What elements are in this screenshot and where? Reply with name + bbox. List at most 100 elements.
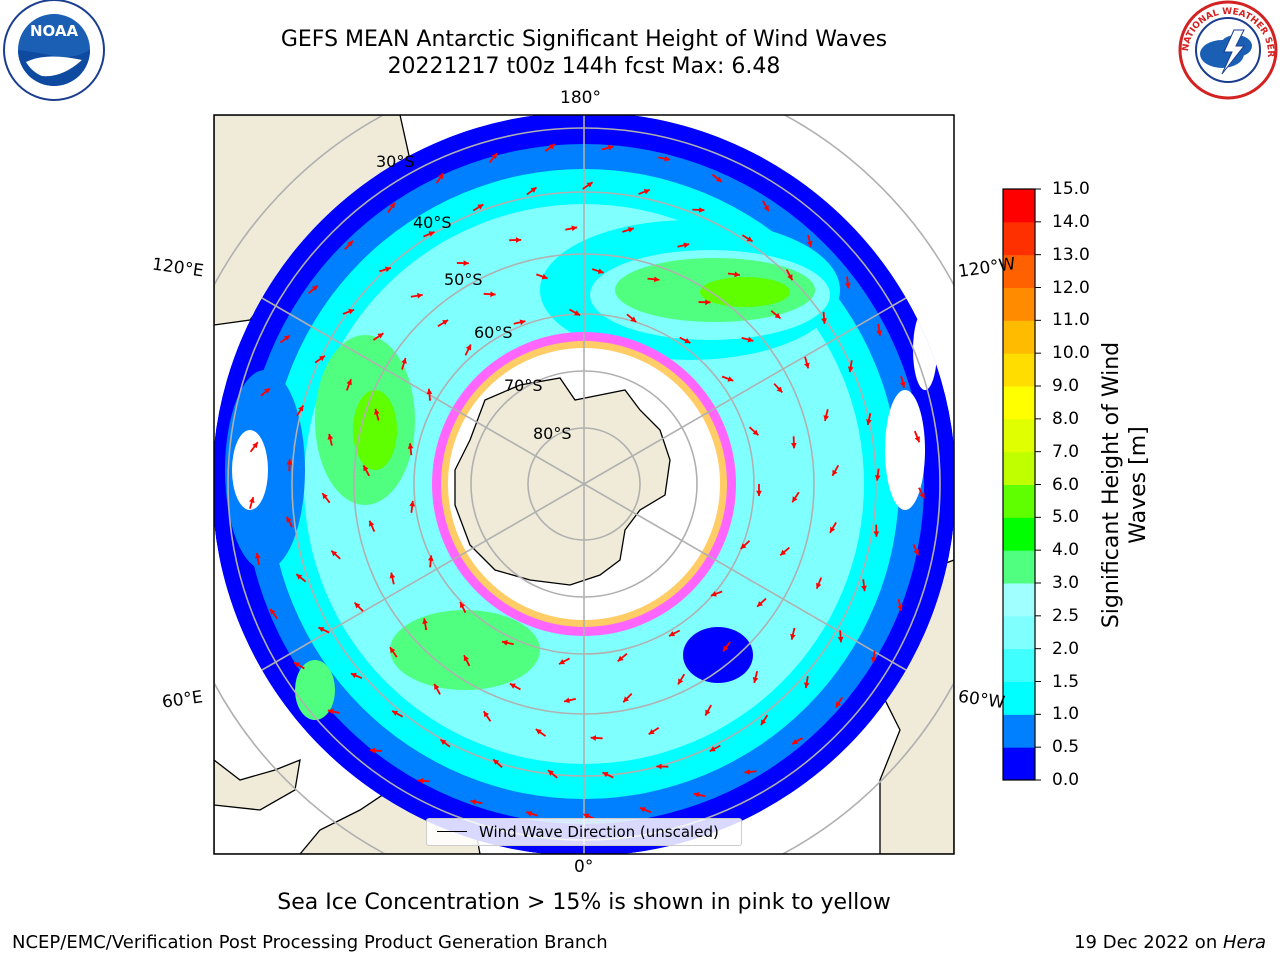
wave-direction-arrowhead <box>900 381 906 388</box>
wave-direction-arrowhead <box>319 355 325 362</box>
wave-direction-arrowhead <box>284 335 290 341</box>
wave-direction-arrowhead <box>389 202 395 209</box>
wave-direction-arrowhead <box>296 574 303 580</box>
wave-direction-arrowhead <box>790 633 796 640</box>
colorbar-segment <box>1003 484 1035 518</box>
wave-direction-arrowhead <box>873 531 880 537</box>
wave-direction-arrowhead <box>760 719 767 726</box>
wave-direction-arrowhead <box>491 153 498 160</box>
colorbar-tick-label: 0.5 <box>1052 737 1080 758</box>
wave-direction-arrowhead <box>434 683 440 690</box>
wave-direction-arrowhead <box>368 520 375 527</box>
wave-direction-arrowhead <box>564 697 570 704</box>
colorbar-segment <box>1003 221 1035 256</box>
wave-direction-arrowhead <box>835 701 842 708</box>
wave-direction-arrowhead <box>664 155 671 162</box>
wave-direction-arrowhead <box>790 442 797 449</box>
wave-direction-arrowhead <box>866 419 872 425</box>
wave-direction-arrowhead <box>776 386 783 393</box>
colorbar-tick-label: 12.0 <box>1052 277 1090 298</box>
lon-label-0: 0° <box>574 857 594 877</box>
wave-direction-arrowhead <box>684 338 691 344</box>
colorbar-tick-label: 1.0 <box>1052 704 1080 725</box>
wave-direction-arrowhead <box>715 176 722 182</box>
wave-direction-arrowhead <box>483 711 490 718</box>
wave-direction-arrowhead <box>428 231 435 237</box>
wave-direction-arrowhead <box>623 696 629 703</box>
wave-direction-arrowhead <box>350 672 357 679</box>
colorbar-tick-label: 6.0 <box>1052 474 1080 495</box>
wave-direction-arrowhead <box>844 282 851 289</box>
colorbar-tick-label: 3.0 <box>1052 573 1080 593</box>
wave-direction-arrowhead <box>547 770 554 776</box>
wave-direction-arrowhead <box>286 459 293 465</box>
wave-direction-arrowhead <box>354 602 361 609</box>
wave-direction-arrowhead <box>870 656 877 663</box>
wave-direction-arrowhead <box>385 266 391 273</box>
wave-direction-arrowhead <box>806 240 813 247</box>
wave-direction-arrowhead <box>746 236 753 242</box>
wave-direction-arrowhead <box>530 187 537 193</box>
wave-direction-arrowhead <box>727 376 734 382</box>
colorbar-tick-label: 11.0 <box>1052 310 1090 331</box>
colorbar-segment <box>1003 615 1035 650</box>
colorbar-tick-label: 10.0 <box>1052 343 1090 364</box>
wave-direction-arrowhead <box>913 549 919 556</box>
wave-direction-arrowhead <box>501 639 508 646</box>
wave-direction-arrowhead <box>363 465 369 472</box>
wave-direction-arrowhead <box>774 312 781 319</box>
colorbar-tick-label: 2.0 <box>1052 638 1080 659</box>
wave-direction-arrowhead <box>602 772 609 778</box>
colorbar-segment <box>1003 747 1035 781</box>
wave-direction-arrowhead <box>422 618 428 624</box>
colorbar-segment <box>1003 681 1035 715</box>
wave-direction-arrowhead <box>763 205 769 212</box>
colorbar-segment <box>1003 353 1035 387</box>
wave-direction-arrowhead <box>653 276 660 283</box>
wave-direction-arrowhead <box>705 299 711 306</box>
colorbar-segment <box>1003 287 1035 321</box>
wave-direction-arrowhead <box>493 759 500 766</box>
wave-direction-arrowhead <box>627 227 634 233</box>
colorbar-tick-label: 8.0 <box>1052 408 1080 429</box>
wave-direction-arrowhead <box>442 319 449 326</box>
wave-direction-arrowhead <box>535 729 542 735</box>
wave-direction-arrowhead <box>574 310 581 316</box>
wave-direction-arrowhead <box>286 516 292 523</box>
map-frame <box>213 114 955 855</box>
wave-direction-arrowhead <box>705 709 711 716</box>
host-name: Hera <box>1222 932 1266 953</box>
colorbar-title: Significant Height of Wind Waves [m] <box>1099 341 1151 629</box>
wave-direction-arrowhead <box>463 260 469 266</box>
date-text: 19 Dec 2022 on <box>1074 932 1223 953</box>
colorbar-tick-label: 2.5 <box>1052 605 1080 626</box>
colorbar-segment <box>1003 583 1035 617</box>
wave-direction-arrowhead <box>515 237 522 243</box>
wave-direction-arrowhead <box>541 273 548 280</box>
lat-label-40s: 40°S <box>413 213 452 232</box>
wave-direction-arrowhead <box>804 362 810 369</box>
wave-direction-arrowhead <box>270 608 276 615</box>
wave-direction-arrowhead <box>377 333 384 339</box>
wave-direction-arrowhead <box>571 225 578 232</box>
colorbar-frame <box>1002 188 1036 781</box>
map-legend: Wind Wave Direction (unscaled) <box>426 818 742 846</box>
wave-direction-arrowhead <box>409 500 416 507</box>
wave-direction-arrowhead <box>389 572 396 579</box>
wave-direction-arrowhead <box>437 173 444 180</box>
lat-label-50s: 50°S <box>444 270 483 289</box>
wave-direction-arrowhead <box>709 746 716 752</box>
colorbar-tick-label: 5.0 <box>1052 507 1080 528</box>
wave-direction-arrowhead <box>830 526 836 533</box>
wave-direction-arrowhead <box>459 601 466 608</box>
wave-direction-arrowhead <box>583 813 590 819</box>
wave-direction-arrowhead <box>331 550 338 557</box>
colorbar-segment <box>1003 320 1035 354</box>
wave-direction-arrowhead <box>847 366 854 373</box>
wave-direction-arrowhead <box>780 549 787 556</box>
wave-direction-arrowhead <box>590 735 597 741</box>
noaa-logo: NOAA <box>3 0 105 101</box>
wave-direction-arrowhead <box>526 810 533 817</box>
wave-direction-arrowhead <box>348 308 355 315</box>
